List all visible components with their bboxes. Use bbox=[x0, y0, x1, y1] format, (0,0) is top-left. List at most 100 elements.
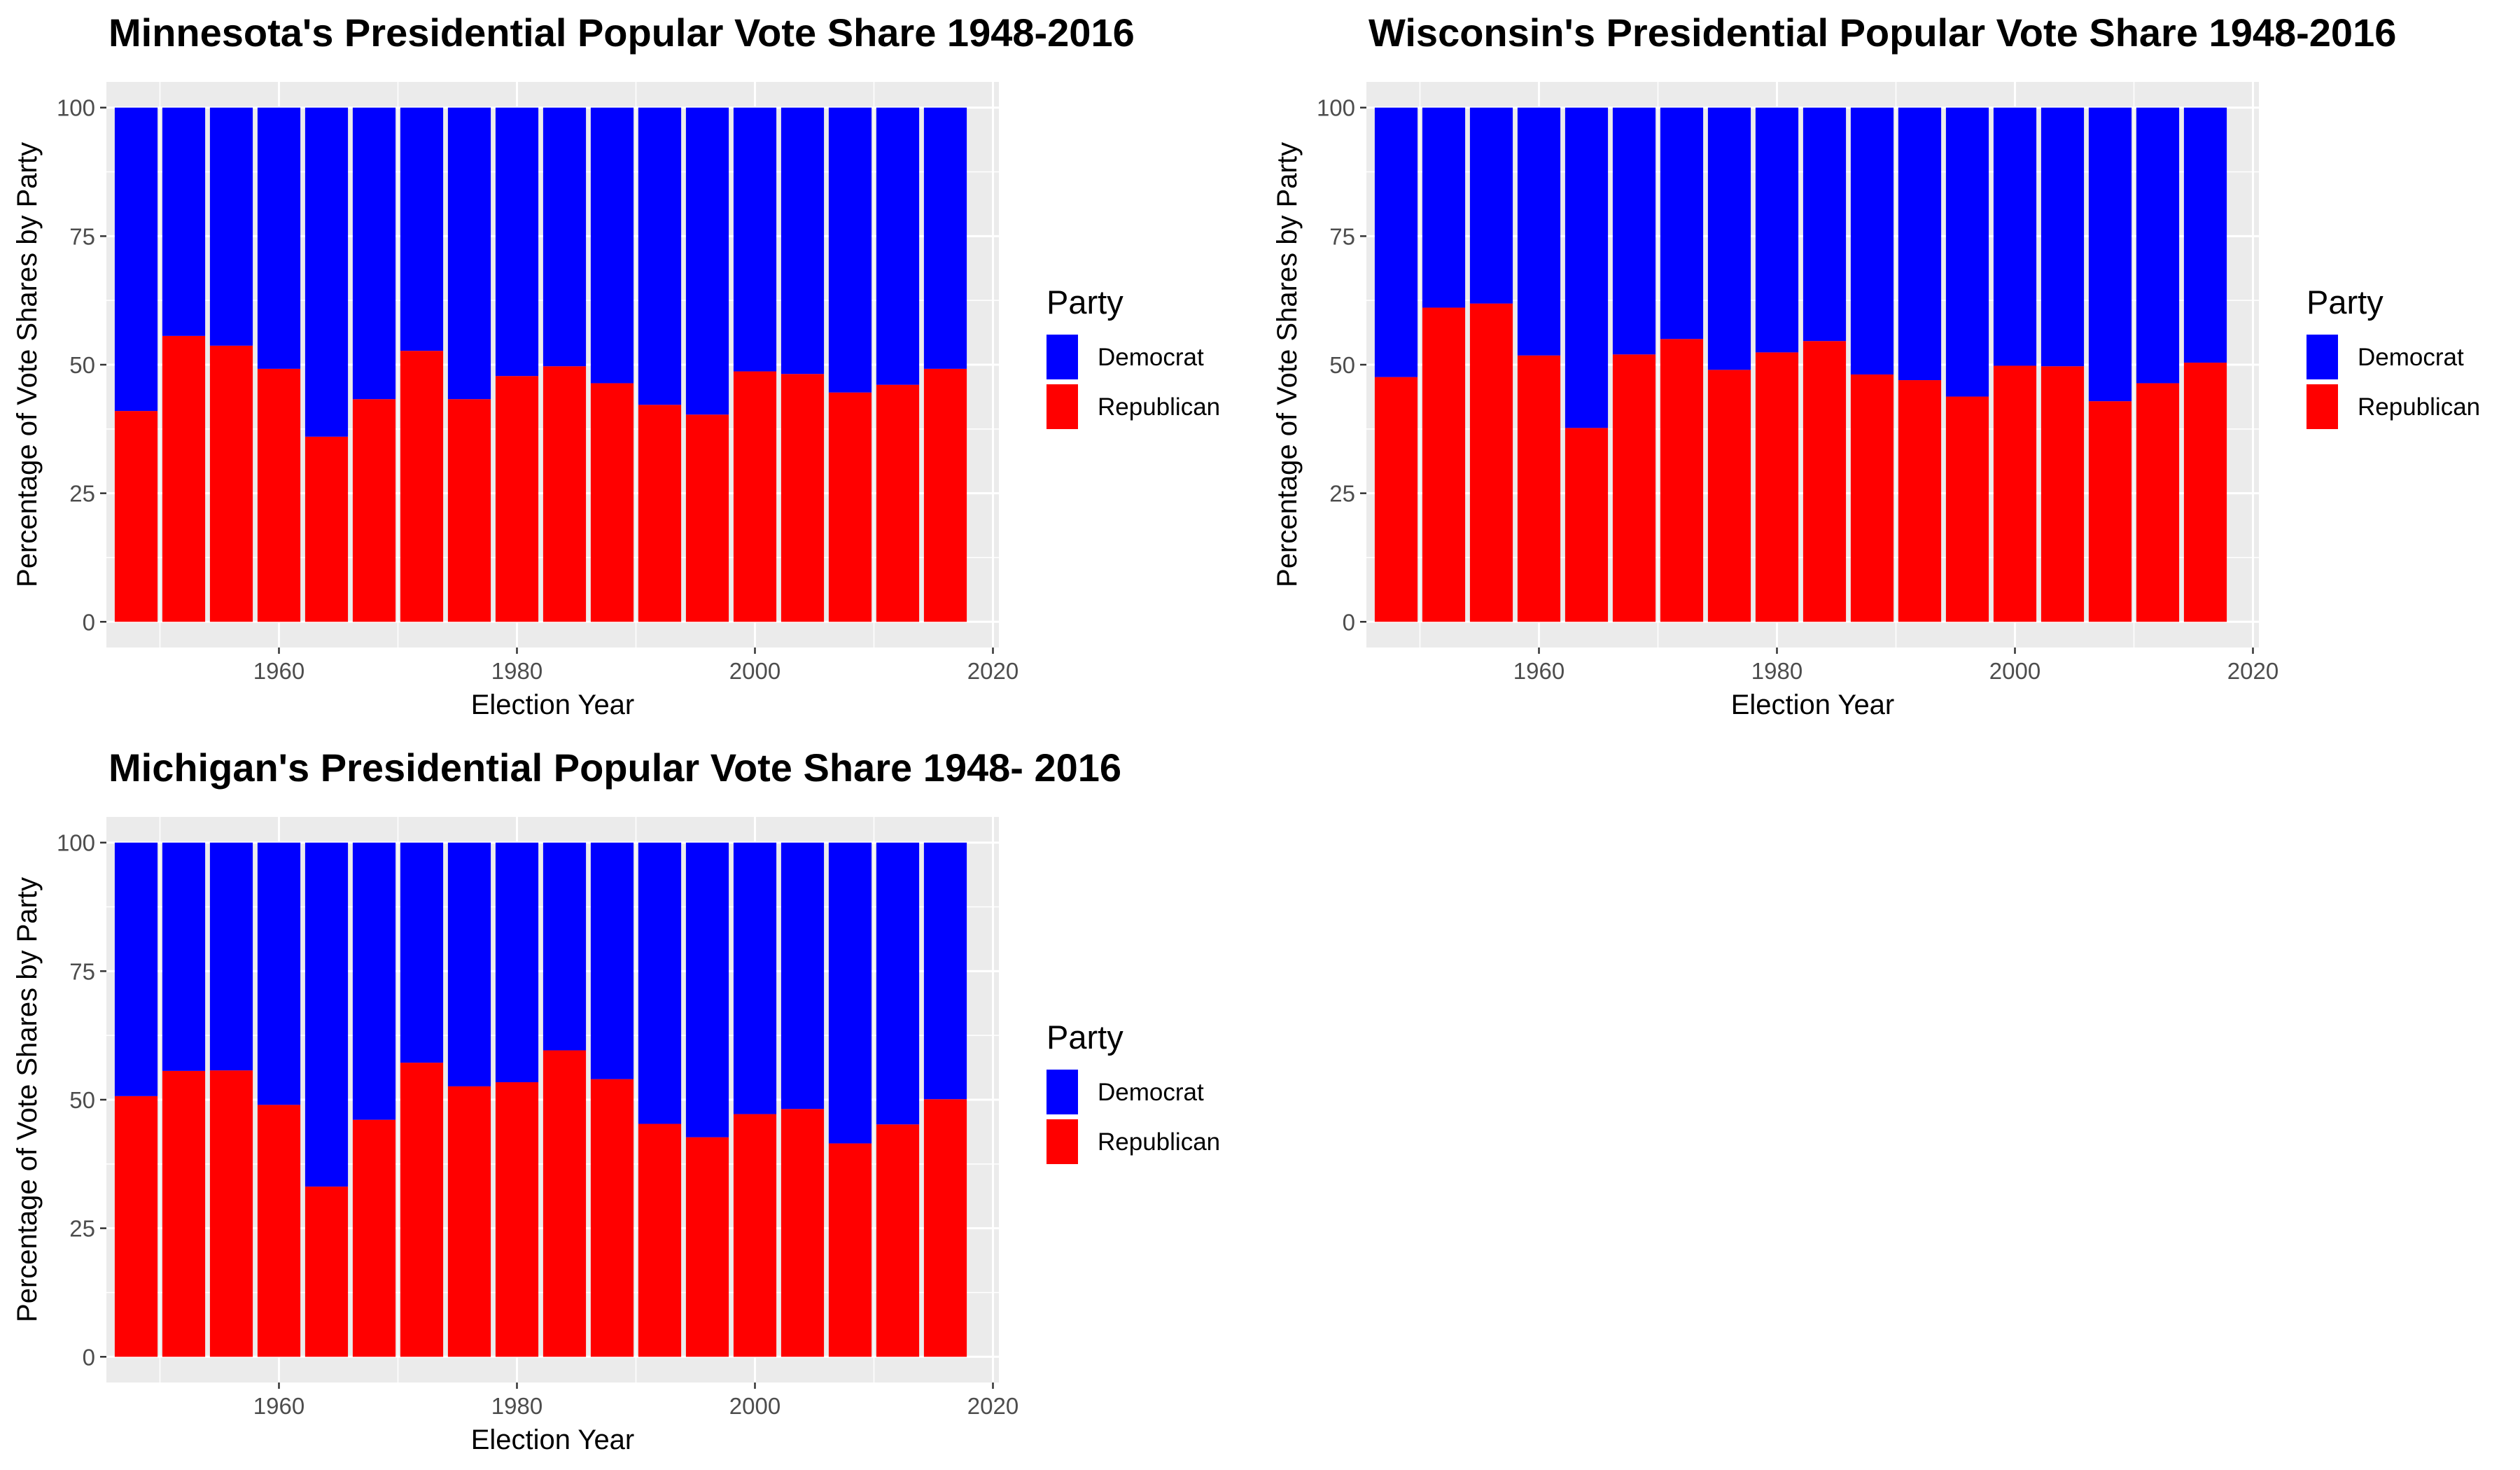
legend-key-republican bbox=[2306, 384, 2338, 429]
bar-republican-2004 bbox=[780, 1109, 825, 1357]
bar-republican-1948 bbox=[114, 411, 158, 622]
x-tick-label: 2000 bbox=[729, 658, 780, 684]
bar-democrat-1980 bbox=[495, 842, 539, 1083]
bar-democrat-1976 bbox=[447, 107, 491, 400]
chart-title: Minnesota's Presidential Popular Vote Sh… bbox=[108, 10, 1135, 55]
y-tick-label: 0 bbox=[1343, 609, 1355, 635]
legend-label-republican: Republican bbox=[1098, 393, 1220, 421]
x-tick-label: 1960 bbox=[253, 1393, 304, 1419]
y-tick-label: 100 bbox=[1317, 95, 1355, 121]
chart-title: Michigan's Presidential Popular Vote Sha… bbox=[108, 746, 1121, 790]
bar-republican-1960 bbox=[1517, 355, 1561, 622]
y-tick-label: 0 bbox=[83, 609, 95, 635]
bar-republican-1972 bbox=[400, 351, 444, 622]
bar-democrat-1964 bbox=[1564, 107, 1609, 428]
bar-republican-1992 bbox=[638, 405, 682, 622]
bar-republican-1996 bbox=[685, 414, 729, 622]
bar-republican-1996 bbox=[685, 1137, 729, 1357]
bar-democrat-1948 bbox=[114, 107, 158, 412]
bar-republican-1948 bbox=[1374, 377, 1418, 622]
bar-democrat-1952 bbox=[162, 842, 206, 1071]
bar-democrat-2012 bbox=[2136, 107, 2180, 384]
legend-title: Party bbox=[1046, 284, 1124, 321]
bar-republican-2008 bbox=[2088, 401, 2132, 622]
bar-democrat-2008 bbox=[2088, 107, 2132, 402]
legend-label-democrat: Democrat bbox=[1098, 344, 1204, 371]
bar-republican-2004 bbox=[2040, 366, 2085, 622]
bar-democrat-1992 bbox=[638, 107, 682, 405]
bar-democrat-1948 bbox=[1374, 107, 1418, 377]
bar-republican-1956 bbox=[209, 345, 253, 622]
bar-democrat-2016 bbox=[923, 107, 967, 369]
legend: Party Democrat Republican bbox=[2306, 284, 2480, 429]
bar-democrat-2000 bbox=[733, 107, 777, 372]
bar-democrat-2012 bbox=[876, 842, 920, 1125]
legend-label-republican: Republican bbox=[1098, 1128, 1220, 1156]
bar-republican-1960 bbox=[257, 1105, 301, 1357]
bar-republican-2016 bbox=[923, 368, 967, 622]
bar-democrat-1952 bbox=[162, 107, 206, 336]
bar-republican-2004 bbox=[780, 374, 825, 622]
bar-democrat-1956 bbox=[209, 107, 253, 346]
chart-panel-3: Michigan's Presidential Popular Vote Sha… bbox=[12, 746, 1220, 1455]
bar-republican-2012 bbox=[876, 384, 920, 622]
bar-democrat-1984 bbox=[542, 107, 587, 367]
bar-republican-1964 bbox=[304, 1186, 349, 1357]
bar-republican-1976 bbox=[447, 399, 491, 622]
bar-republican-1968 bbox=[352, 399, 396, 622]
y-tick-label: 50 bbox=[69, 352, 95, 378]
bar-democrat-1976 bbox=[447, 842, 491, 1086]
bar-republican-2008 bbox=[828, 392, 872, 622]
y-axis-label: Percentage of Vote Shares by Party bbox=[12, 142, 43, 587]
bar-republican-1952 bbox=[162, 1070, 206, 1357]
bar-republican-2000 bbox=[1993, 365, 2037, 622]
bar-republican-1980 bbox=[495, 1082, 539, 1357]
bar-republican-2012 bbox=[2136, 383, 2180, 622]
bar-republican-2000 bbox=[733, 371, 777, 622]
legend-label-democrat: Democrat bbox=[2358, 344, 2464, 371]
bar-republican-1956 bbox=[1469, 303, 1513, 622]
bar-democrat-1988 bbox=[590, 842, 634, 1079]
bar-democrat-1972 bbox=[400, 842, 444, 1063]
bar-democrat-2012 bbox=[876, 107, 920, 385]
bar-democrat-1960 bbox=[257, 842, 301, 1105]
y-tick-label: 75 bbox=[69, 958, 95, 984]
bar-democrat-1968 bbox=[352, 842, 396, 1120]
bar-democrat-1968 bbox=[352, 107, 396, 400]
y-tick-label: 50 bbox=[69, 1087, 95, 1113]
bar-republican-1988 bbox=[1850, 374, 1894, 622]
bar-democrat-1960 bbox=[257, 107, 301, 369]
bar-republican-1988 bbox=[590, 383, 634, 622]
bar-republican-2016 bbox=[2183, 363, 2227, 622]
bar-democrat-1992 bbox=[638, 842, 682, 1124]
y-tick-label: 100 bbox=[57, 95, 95, 121]
bar-democrat-2000 bbox=[733, 842, 777, 1114]
legend-title: Party bbox=[2306, 284, 2384, 321]
legend-key-republican bbox=[1046, 384, 1078, 429]
bar-democrat-2008 bbox=[828, 107, 872, 393]
bar-democrat-1996 bbox=[1945, 107, 1989, 397]
bar-republican-1952 bbox=[162, 335, 206, 622]
x-tick-label: 2000 bbox=[729, 1393, 780, 1419]
bar-democrat-1960 bbox=[1517, 107, 1561, 356]
bar-democrat-1972 bbox=[400, 107, 444, 351]
bar-republican-1992 bbox=[1898, 380, 1942, 622]
bar-republican-1976 bbox=[1707, 370, 1751, 622]
y-tick-label: 0 bbox=[83, 1344, 95, 1370]
bar-republican-1964 bbox=[304, 436, 349, 622]
bar-republican-2016 bbox=[923, 1099, 967, 1357]
bar-democrat-2008 bbox=[828, 842, 872, 1144]
x-axis-label: Election Year bbox=[1731, 690, 1895, 720]
bar-democrat-1988 bbox=[1850, 107, 1894, 374]
y-tick-label: 25 bbox=[1329, 481, 1355, 507]
bar-republican-1960 bbox=[257, 368, 301, 622]
bar-democrat-1988 bbox=[590, 107, 634, 384]
bar-republican-2008 bbox=[828, 1143, 872, 1357]
bar-democrat-1956 bbox=[1469, 107, 1513, 304]
x-tick-label: 1960 bbox=[253, 658, 304, 684]
bar-republican-1952 bbox=[1422, 307, 1466, 622]
y-tick-label: 75 bbox=[69, 223, 95, 249]
chart-panel-2: Wisconsin's Presidential Popular Vote Sh… bbox=[1272, 10, 2480, 720]
bar-republican-1956 bbox=[209, 1070, 253, 1357]
bar-democrat-2016 bbox=[923, 842, 967, 1100]
